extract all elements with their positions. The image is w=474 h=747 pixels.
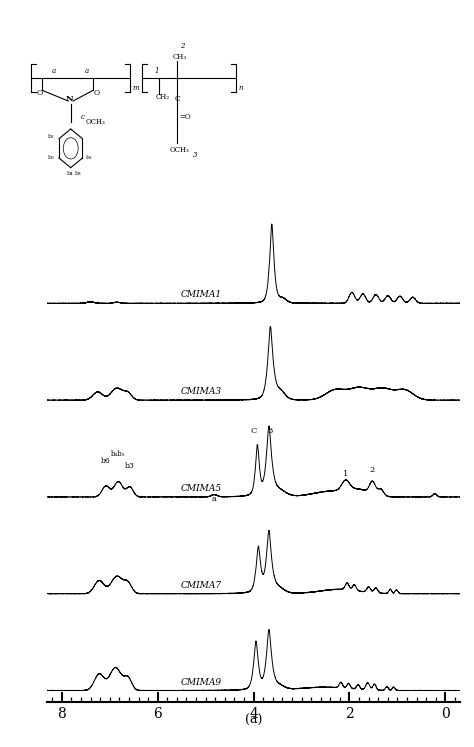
Text: =O: =O xyxy=(179,113,191,120)
Text: CMIMA1: CMIMA1 xyxy=(180,291,221,300)
Text: b3: b3 xyxy=(125,462,135,470)
Text: a: a xyxy=(84,67,89,75)
Text: OCH₃: OCH₃ xyxy=(169,146,189,154)
Text: O: O xyxy=(93,89,100,97)
Text: b₄: b₄ xyxy=(67,171,73,176)
Text: CMIMA7: CMIMA7 xyxy=(180,581,221,590)
Text: C: C xyxy=(174,95,180,103)
Text: 3: 3 xyxy=(267,427,273,435)
Text: b6: b6 xyxy=(101,457,111,465)
Text: O: O xyxy=(36,89,43,97)
Text: a: a xyxy=(212,495,217,503)
Text: b₆: b₆ xyxy=(85,155,92,160)
Text: OCH₃: OCH₃ xyxy=(85,118,105,125)
Text: n: n xyxy=(238,84,243,93)
Text: CH₂: CH₂ xyxy=(156,93,170,101)
Text: c: c xyxy=(81,113,84,120)
Text: CMIMA3: CMIMA3 xyxy=(180,387,221,396)
Text: b₂: b₂ xyxy=(48,134,55,139)
Text: CH₃: CH₃ xyxy=(173,53,187,61)
Text: m: m xyxy=(132,84,139,93)
Text: b₄b₅: b₄b₅ xyxy=(111,450,126,459)
Text: 3: 3 xyxy=(193,151,197,159)
Text: b₅: b₅ xyxy=(48,155,55,160)
Text: 1: 1 xyxy=(343,470,348,477)
Text: N: N xyxy=(65,95,73,103)
Text: 2: 2 xyxy=(370,466,375,474)
Text: CMIMA9: CMIMA9 xyxy=(180,678,221,686)
Text: (a): (a) xyxy=(245,714,262,728)
Text: CMIMA5: CMIMA5 xyxy=(180,484,221,493)
Text: C: C xyxy=(251,427,257,435)
Text: a: a xyxy=(52,67,56,75)
Text: b₃: b₃ xyxy=(75,171,82,176)
Text: 1: 1 xyxy=(155,67,159,75)
Text: 2: 2 xyxy=(181,43,185,50)
